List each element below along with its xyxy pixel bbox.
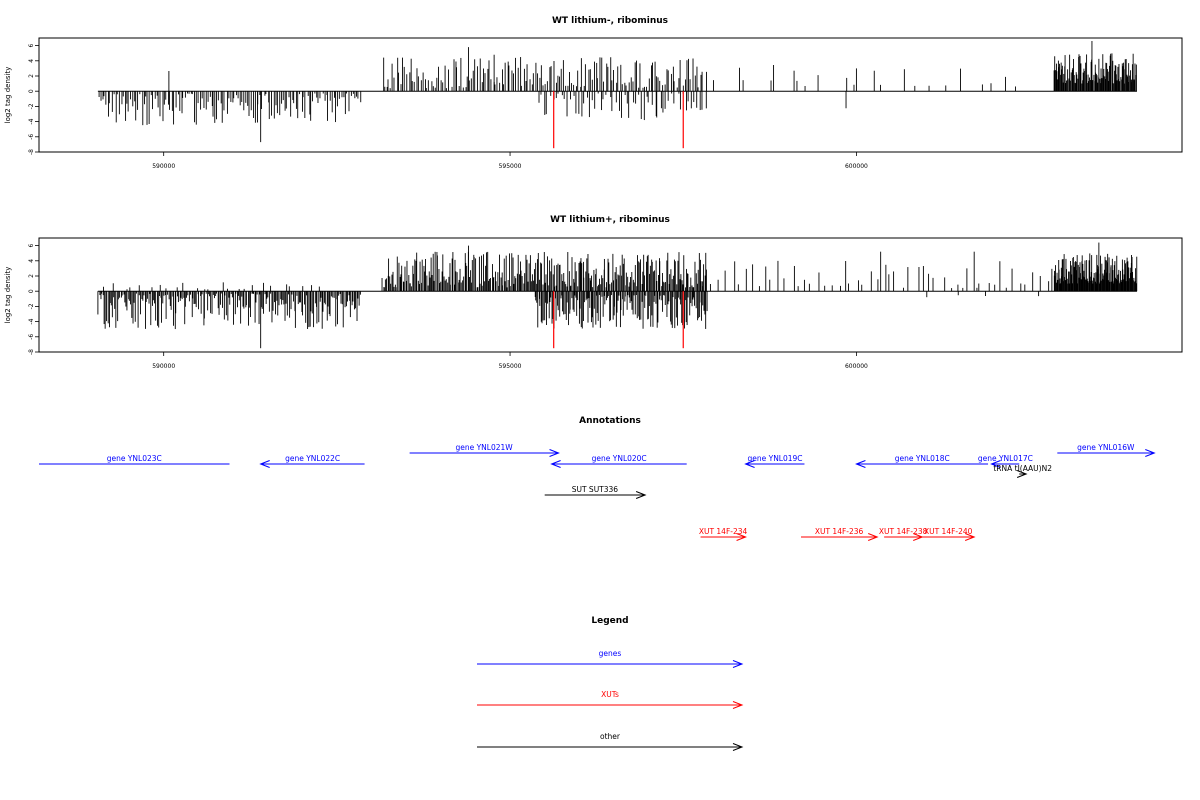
feature-label: tRNA tI(AAU)N2: [993, 464, 1052, 473]
legend-title: Legend: [591, 616, 628, 626]
plot-frame: [38, 37, 1183, 153]
x-axis: 590000 595000 600000: [152, 152, 868, 170]
legend-arrow: [477, 660, 744, 668]
y-tick-label: -8: [28, 349, 35, 355]
density-bars: [97, 41, 1137, 149]
legend-items: genes XUTs other: [477, 649, 744, 751]
feature-label: gene YNL021W: [455, 443, 513, 452]
density-bars: [97, 242, 1138, 349]
feature-label: XUT 14F-234: [699, 527, 748, 536]
feature-arrow: [544, 491, 647, 499]
feature-arrow: [922, 533, 976, 541]
y-tick-label: -8: [28, 149, 35, 155]
x-axis: 590000 595000 600000: [152, 352, 868, 370]
y-tick-label: -6: [28, 134, 35, 140]
y-tick-label: 6: [28, 44, 35, 48]
feature-label: XUT 14F-238: [879, 527, 928, 536]
feature-arrow: [700, 533, 747, 541]
feature-label: XUT 14F-240: [924, 527, 973, 536]
track-panel-lithium-minus: WT lithium-, ribominus log2 tag density …: [4, 16, 1183, 170]
y-tick-label: -2: [28, 303, 35, 309]
feature-label: gene YNL020C: [592, 454, 647, 463]
y-axis: -8 -6 -4 -2 0 2 4 6: [28, 244, 39, 355]
y-tick-label: 2: [28, 274, 35, 278]
y-axis-label: log2 tag density: [4, 267, 12, 324]
x-tick-label: 590000: [152, 363, 175, 370]
y-tick-label: -4: [28, 318, 35, 324]
y-tick-label: -4: [28, 118, 35, 124]
y-tick-label: 0: [28, 289, 35, 293]
plot-frame: [38, 237, 1183, 353]
feature-arrow: [550, 460, 687, 468]
feature-label: gene YNL016W: [1077, 443, 1135, 452]
track-panel-lithium-plus: WT lithium+, ribominus log2 tag density …: [4, 215, 1183, 370]
feature-arrow: [409, 449, 560, 457]
legend-label: other: [600, 732, 621, 741]
legend-panel: Legend genes XUTs other: [477, 616, 744, 751]
x-tick-label: 595000: [499, 363, 522, 370]
annotation-features: gene YNL023C gene YNL022C gene YNL021W gene…: [39, 443, 1156, 541]
panel-title: WT lithium-, ribominus: [552, 16, 668, 26]
x-tick-label: 590000: [152, 163, 175, 170]
x-tick-label: 600000: [845, 163, 868, 170]
y-tick-label: -2: [28, 103, 35, 109]
y-tick-label: -6: [28, 334, 35, 340]
y-axis: -8 -6 -4 -2 0 2 4 6: [28, 44, 39, 155]
y-tick-label: 6: [28, 244, 35, 248]
legend-label: genes: [599, 649, 622, 658]
feature-label: gene YNL018C: [895, 454, 950, 463]
y-tick-label: 4: [28, 259, 35, 263]
y-tick-label: 4: [28, 59, 35, 63]
x-tick-label: 595000: [499, 163, 522, 170]
feature-label: XUT 14F-236: [815, 527, 864, 536]
feature-label: gene YNL017C: [978, 454, 1033, 463]
annotations-panel: Annotations gene YNL023C gene YNL022Cgene…: [39, 416, 1156, 541]
y-axis-label: log2 tag density: [4, 67, 12, 124]
feature-arrow: [744, 460, 805, 468]
feature-arrow: [1016, 470, 1028, 478]
feature-arrow: [801, 533, 879, 541]
legend-arrow: [477, 743, 744, 751]
x-tick-label: 600000: [845, 363, 868, 370]
feature-arrow: [259, 460, 365, 468]
feature-label: SUT SUT336: [572, 485, 619, 494]
panel-title: WT lithium+, ribominus: [550, 215, 670, 225]
feature-arrow: [855, 460, 989, 468]
feature-label: gene YNL019C: [747, 454, 802, 463]
feature-arrow: [990, 460, 1020, 468]
feature-arrow: [1057, 449, 1156, 457]
feature-label: gene YNL023C: [107, 454, 162, 463]
feature-label: gene YNL022C: [285, 454, 340, 463]
y-tick-label: 0: [28, 89, 35, 93]
annotations-title: Annotations: [579, 416, 641, 426]
y-tick-label: 2: [28, 74, 35, 78]
legend-arrow: [477, 701, 744, 709]
legend-label: XUTs: [601, 690, 619, 699]
